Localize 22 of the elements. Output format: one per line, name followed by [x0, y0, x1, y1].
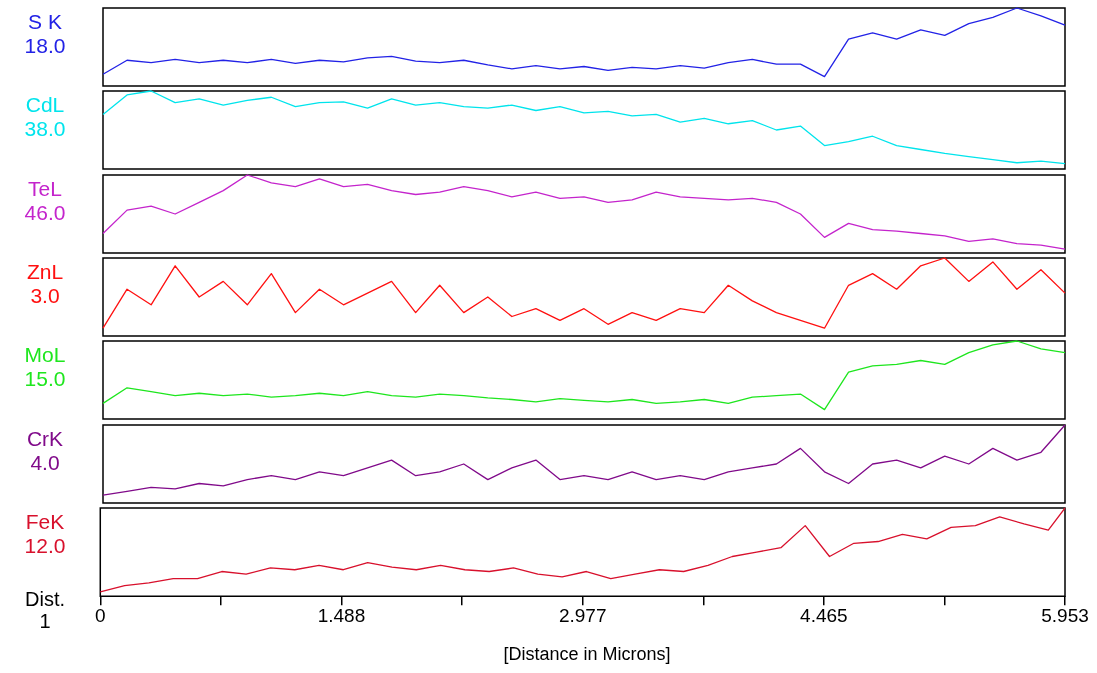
y-axis-title: ZnL [25, 259, 65, 284]
x-tick-label: 4.465 [800, 604, 848, 626]
text: 18.0 [23, 34, 67, 58]
text: 1 [38, 609, 52, 632]
y-axis-title: CdL [24, 93, 66, 118]
x-axis-title: [Distance in Microns] [502, 643, 672, 665]
text: 15.0 [23, 367, 67, 392]
text: 3.0 [29, 283, 61, 308]
x-tick-label: 5.953 [1041, 604, 1089, 626]
text: 46.0 [23, 200, 67, 225]
x-tick-label: 1.488 [317, 604, 366, 626]
y-axis-title: CrK [25, 426, 65, 451]
y-axis-title: FeK [24, 509, 66, 534]
x-tick-label: 0 [94, 604, 106, 626]
y-axis-title: TeL [27, 176, 63, 201]
y-axis-title: S K [27, 10, 63, 34]
text: 38.0 [23, 117, 67, 142]
text: 12.0 [23, 533, 67, 558]
y-axis-title: MoL [23, 343, 67, 368]
x-tick-label: 2.977 [558, 604, 607, 626]
text: Dist. [24, 587, 66, 610]
text: 4.0 [29, 450, 61, 475]
